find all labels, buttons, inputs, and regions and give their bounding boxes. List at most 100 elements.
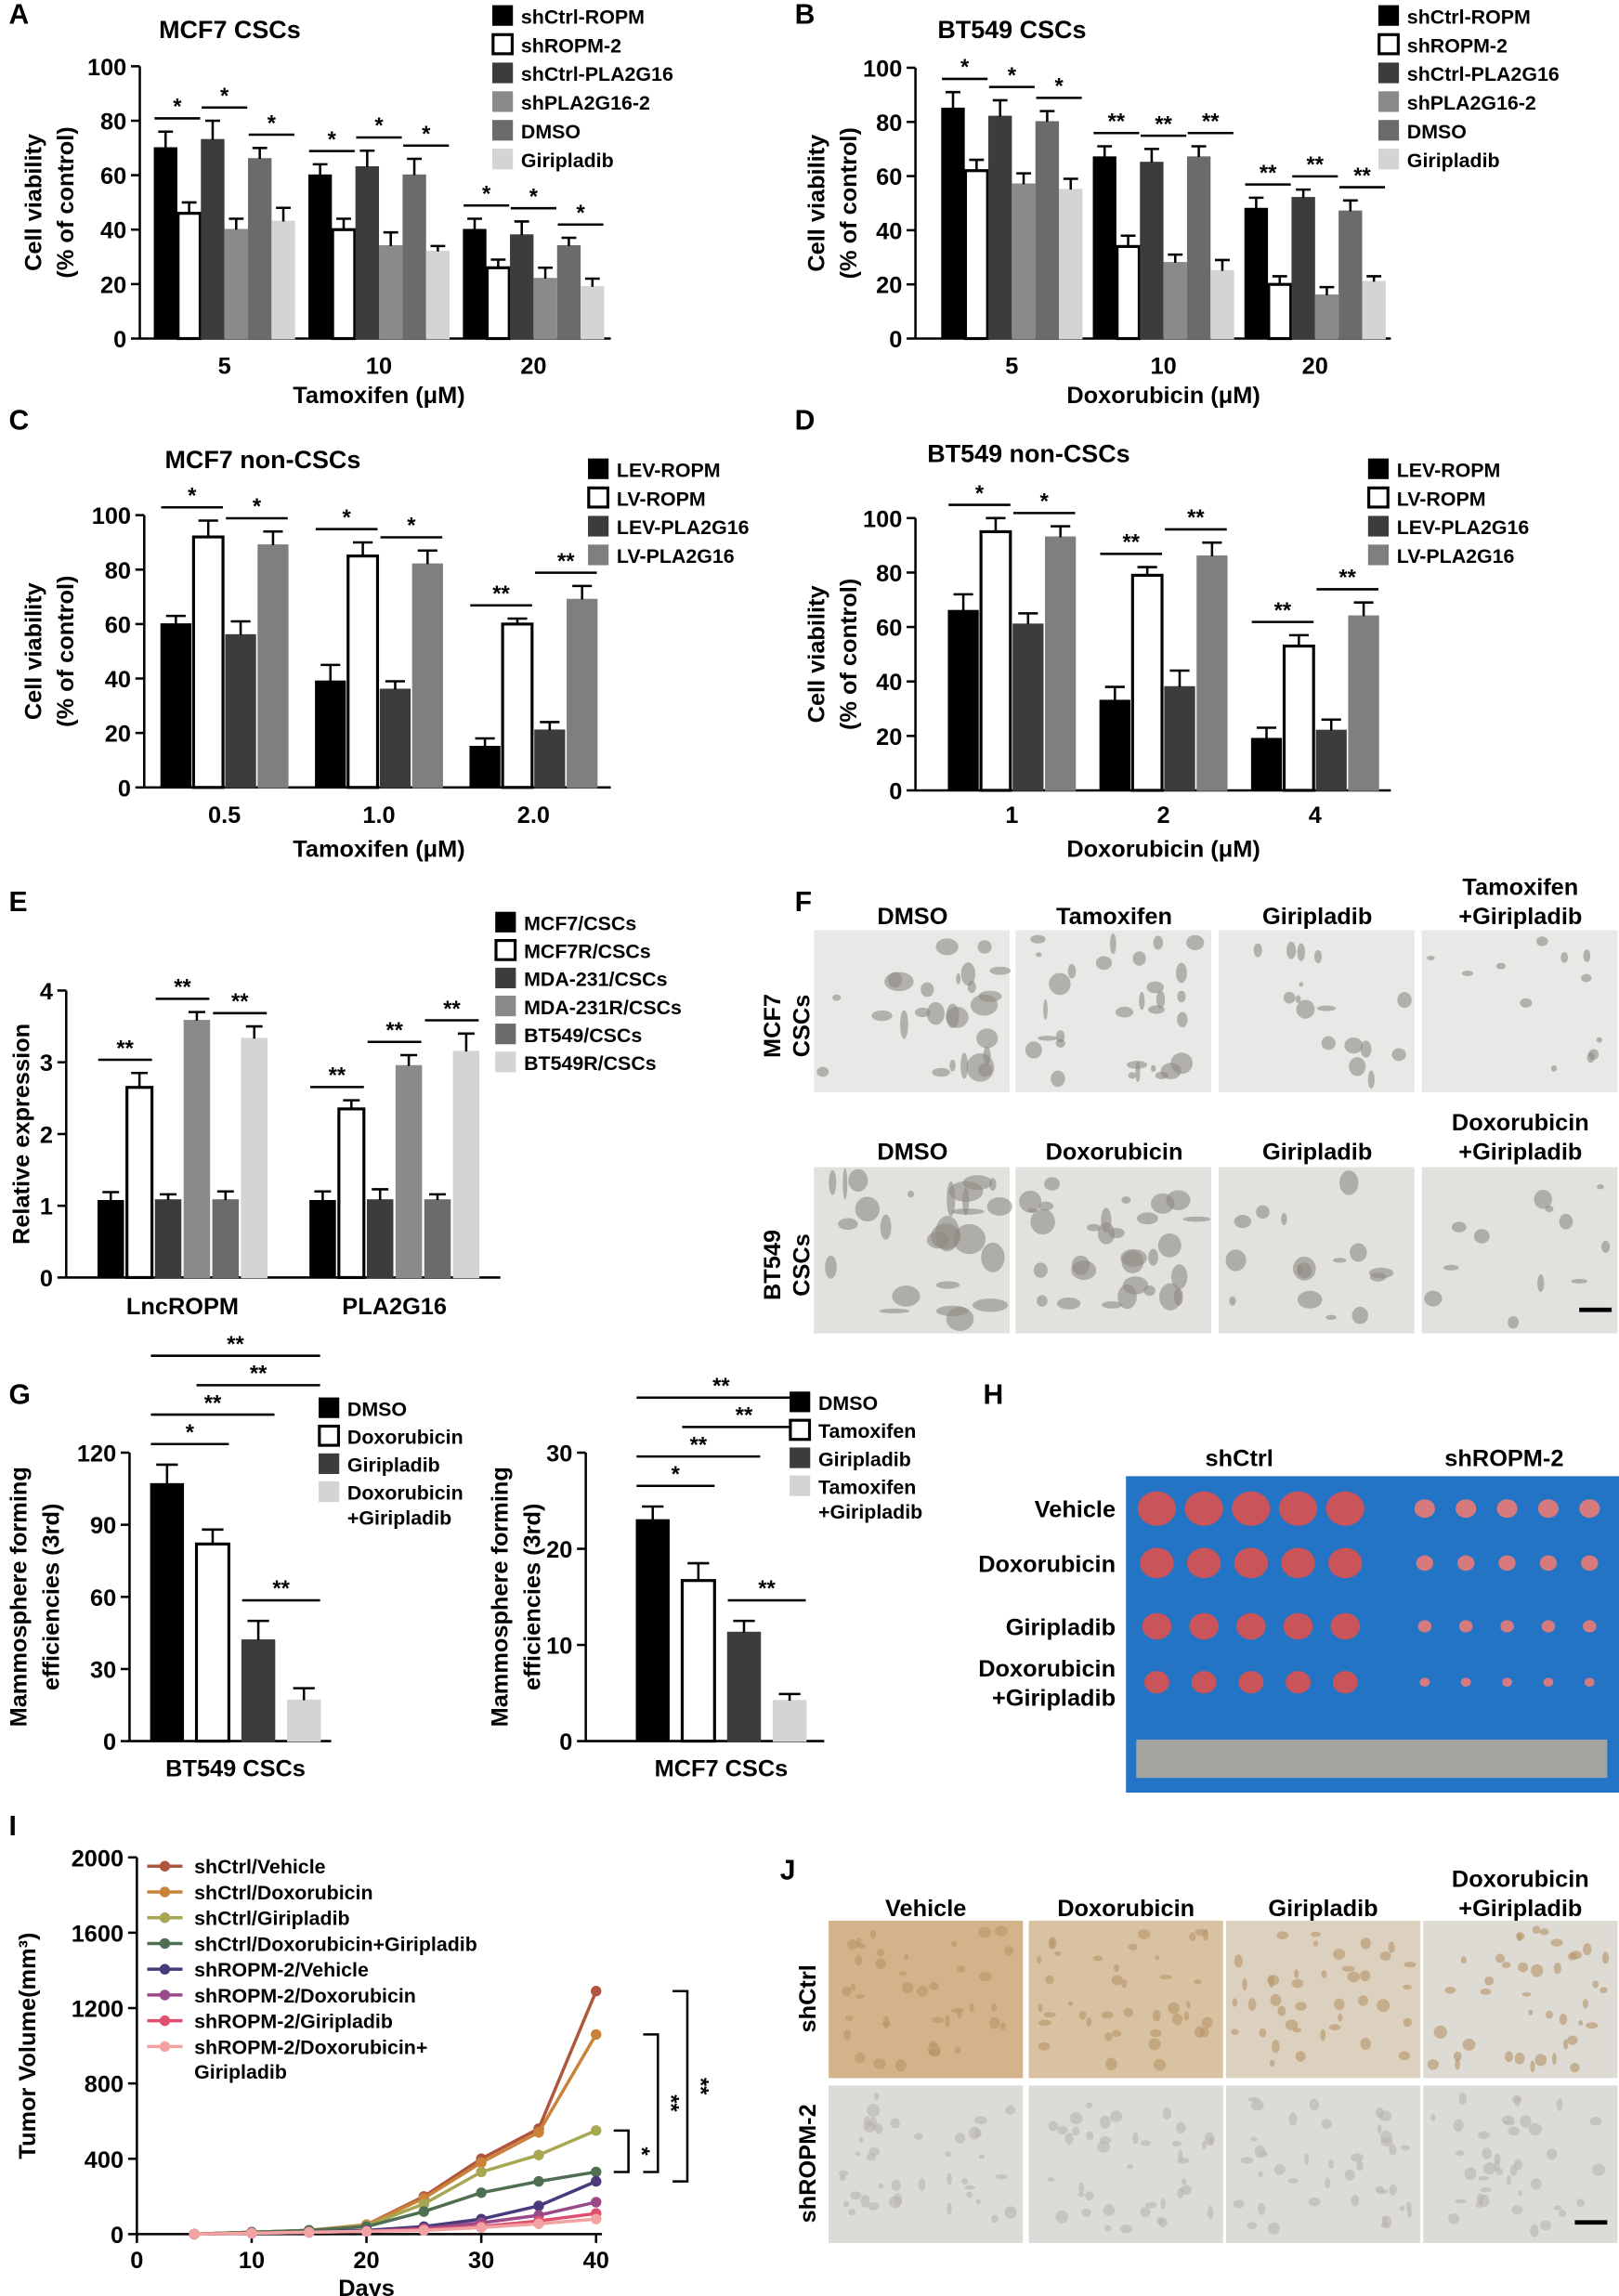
photo-detail <box>929 1981 939 1990</box>
photo-detail <box>1417 1620 1432 1633</box>
photo-detail <box>920 982 934 998</box>
error-bar <box>1018 612 1038 625</box>
error-bar <box>343 1099 360 1109</box>
photo-detail <box>1530 2060 1535 2073</box>
photo-detail <box>1379 1951 1391 1961</box>
photo-detail <box>1299 982 1304 987</box>
bar <box>772 1700 807 1742</box>
data-point <box>591 2029 602 2041</box>
column-label: Doxorubicin +Giripladib <box>1452 1110 1589 1166</box>
legend-swatch <box>492 120 514 141</box>
significance-label: ** <box>116 1036 134 1061</box>
error-bar <box>1288 633 1309 646</box>
photo-detail <box>1153 2058 1167 2071</box>
legend-marker <box>159 1886 171 1898</box>
error-bar <box>353 541 373 556</box>
photo-detail <box>1152 2009 1161 2022</box>
significance-label: ** <box>1274 598 1292 623</box>
photo-detail <box>1045 1975 1054 1985</box>
photo-detail <box>1537 1274 1545 1293</box>
panel-label: C <box>9 406 30 437</box>
photo-detail <box>1140 1547 1174 1579</box>
photo-detail <box>1037 1295 1048 1307</box>
legend-swatch <box>492 5 514 26</box>
significance-label: ** <box>1108 109 1126 134</box>
photo-detail <box>1225 1249 1247 1272</box>
bar <box>337 1107 366 1280</box>
photo-detail <box>847 1939 858 1950</box>
bar <box>485 266 511 341</box>
error-bar <box>467 217 482 230</box>
y-tick-label: 0 <box>559 1729 572 1755</box>
y-tick-label: 100 <box>863 56 902 82</box>
photo-detail <box>1234 1215 1252 1229</box>
significance-label: ** <box>1260 161 1277 186</box>
photo-detail <box>978 1972 993 1981</box>
photo-detail <box>1132 2132 1139 2145</box>
photo-detail <box>1119 2224 1133 2234</box>
legend-swatch <box>491 33 515 56</box>
photo-detail <box>1229 1296 1236 1306</box>
photo-detail <box>960 1052 969 1079</box>
error-bar <box>1319 285 1335 295</box>
legend-swatch <box>1367 515 1390 537</box>
y-tick-label: 60 <box>876 616 902 642</box>
bar <box>402 174 426 340</box>
photo-detail <box>1258 2171 1263 2178</box>
legend-swatch <box>492 62 514 84</box>
legend-label: shROPM-2 <box>1407 34 1508 57</box>
panel-label: F <box>795 887 812 918</box>
photo-detail <box>869 1929 877 1939</box>
photo-detail <box>1155 1955 1160 1961</box>
photo-detail <box>954 2046 961 2054</box>
bar <box>1045 536 1077 791</box>
legend-swatch <box>588 458 609 479</box>
panel-label: J <box>780 1856 796 1886</box>
bar <box>271 220 295 340</box>
photo-detail <box>1051 1070 1065 1088</box>
photo-detail <box>957 2011 962 2019</box>
photo-detail <box>1285 2019 1299 2030</box>
panel-label: A <box>9 0 30 30</box>
photo-detail <box>879 1308 910 1314</box>
legend-marker <box>159 1989 171 2001</box>
photo-detail <box>1424 1290 1443 1307</box>
photo-detail <box>1333 1258 1347 1263</box>
photo-detail <box>1351 1306 1368 1324</box>
bar <box>194 1542 230 1743</box>
photo-detail <box>1377 2123 1382 2134</box>
photo-detail <box>1546 2010 1553 2019</box>
photo-detail <box>1582 1999 1589 2009</box>
column-label: DMSO <box>877 1140 947 1166</box>
photo-detail <box>1351 2195 1360 2207</box>
error-bar <box>572 584 593 600</box>
row-label: Giripladib <box>1006 1614 1116 1640</box>
error-bar <box>1039 110 1055 123</box>
error-bar <box>400 1053 418 1066</box>
legend-swatch <box>588 544 609 566</box>
photo-detail <box>1185 2001 1191 2009</box>
photo-detail <box>1176 962 1187 984</box>
significance-label: ** <box>329 1063 346 1089</box>
panel-label: I <box>9 1811 17 1842</box>
photo-detail <box>978 1926 991 1938</box>
photo-detail <box>1416 1555 1434 1572</box>
photo-detail <box>1069 2111 1083 2125</box>
photo-detail <box>1288 2112 1298 2126</box>
photo-detail <box>849 2191 862 2200</box>
photo-detail <box>1126 1061 1148 1069</box>
photo-detail <box>871 1010 893 1022</box>
photo-detail <box>1403 1984 1412 1990</box>
bar <box>1092 156 1116 340</box>
photo-detail <box>1388 1941 1395 1953</box>
x-tick-label: PLA2G16 <box>342 1294 447 1320</box>
legend-marker <box>159 1963 171 1975</box>
error-bar <box>263 529 283 545</box>
photo-detail <box>1047 2177 1055 2183</box>
legend-label: MCF7R/CSCs <box>524 941 651 963</box>
photo-detail <box>1325 1314 1337 1321</box>
error-bar <box>252 147 268 160</box>
photo-detail <box>1559 1213 1573 1230</box>
photo-detail <box>873 2058 886 2069</box>
photo-detail <box>960 962 976 986</box>
